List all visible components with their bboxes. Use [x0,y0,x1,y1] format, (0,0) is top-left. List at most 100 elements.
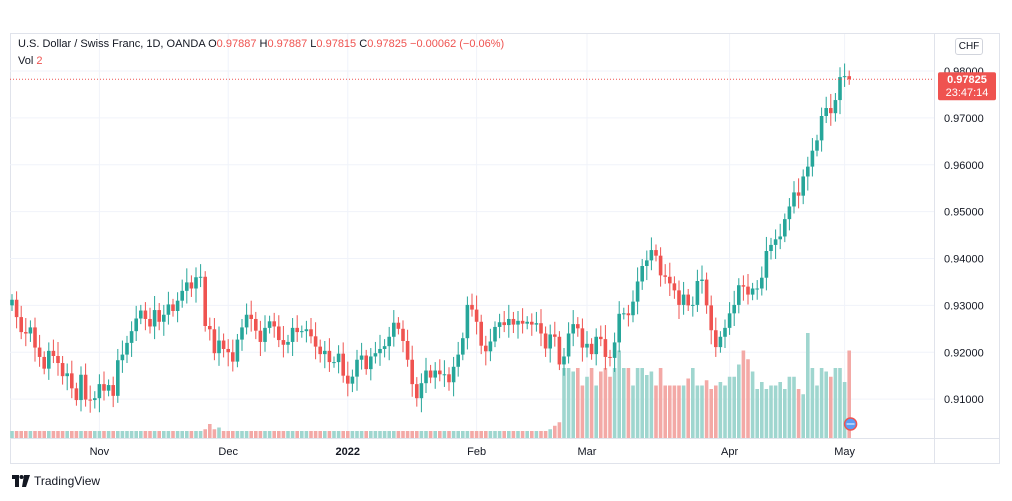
volume-bar [488,431,493,438]
candle-body [139,310,143,319]
volume-bar [19,431,23,438]
volume-bar [769,385,773,438]
volume-bar [654,385,658,438]
tradingview-logo[interactable]: TradingView [12,474,100,488]
volume-bar [332,431,336,438]
low-value: 0.97815 [316,38,357,50]
volume-bar [746,359,750,438]
candle-body [70,373,74,389]
candle-body [157,310,161,322]
candle-body [760,277,764,289]
candle-body [332,362,336,364]
candle-body [585,343,589,348]
candle-body [778,236,782,240]
candle-body [603,339,608,357]
volume-bar [277,431,281,438]
volume-bar [323,431,327,438]
candle-body [313,336,318,347]
candle-body [700,279,704,281]
candle-body [810,150,815,167]
y-tick-label: 0.91000 [944,394,984,406]
candle-body [488,341,493,352]
volume-bar [125,431,129,438]
candle-body [649,250,654,261]
volume-bar [801,394,805,438]
candle-body [240,327,244,340]
volume-bar [456,431,460,438]
candle-body [792,192,796,207]
candle-body [842,76,847,78]
candle-body [143,310,148,319]
volume-bar [148,431,152,438]
candle-body [764,251,769,278]
volume-bar [304,431,309,438]
candle-body [686,294,690,306]
volume-bar [226,431,230,438]
candle-body [640,266,644,282]
candle-body [645,260,649,266]
volume-bar [300,431,304,438]
volume-bar [56,431,60,438]
candle-body [410,359,414,385]
volume-bar [732,376,736,438]
candle-body [47,350,51,369]
volume-bar [580,385,585,438]
volume-bar [263,431,267,438]
candle-body [819,116,824,141]
volume-bar [695,385,700,438]
candle-body [709,305,713,331]
y-tick-label: 0.96000 [944,160,984,172]
candle-body [530,321,534,325]
candle-body [447,374,451,383]
candle-body [737,285,741,305]
volume-bar [470,431,474,438]
candle-body [166,304,171,315]
candle-body [557,336,562,365]
candle-body [378,348,382,354]
volume-bar [727,376,732,438]
candle-body [212,329,217,354]
volume-bar [543,431,548,438]
candle-body [19,317,23,333]
volume-bar [244,431,249,438]
volume-bar [750,371,755,438]
volume-bar [28,431,33,438]
volume-bar [341,431,345,438]
volume-bar [24,431,28,438]
volume-value: 2 [36,55,43,67]
volume-bar [171,431,175,438]
candle-body [695,281,700,305]
candle-body [111,385,115,396]
candle-body [796,192,801,196]
volume-bar [686,378,690,438]
volume-bar [520,431,525,438]
candle-body [309,329,313,337]
candle-body [718,336,723,348]
volume-bar [286,431,290,438]
volume-bar [51,431,56,438]
candle-body [502,322,506,326]
candle-body [723,327,727,337]
candle-body [267,321,272,328]
volume-bar [681,385,686,438]
candle-body [382,346,387,349]
candle-body [171,304,175,311]
volume-bar [594,385,598,438]
price-tag-countdown: 23:47:14 [946,87,989,99]
candle-body [493,326,497,342]
candle-body [350,376,355,384]
x-tick-label: Apr [721,446,738,458]
volume-bar [718,382,723,438]
volume-bar [842,382,847,438]
volume-bar [33,431,37,438]
volume-bar [106,431,111,438]
volume-bar [760,382,764,438]
volume-bar [576,368,580,438]
volume-bar [672,385,677,438]
open-value: 0.97887 [216,38,257,50]
volume-bar [258,431,263,438]
volume-bar [497,431,502,438]
currency-button[interactable]: CHF [955,38,983,55]
candle-body [405,341,410,360]
